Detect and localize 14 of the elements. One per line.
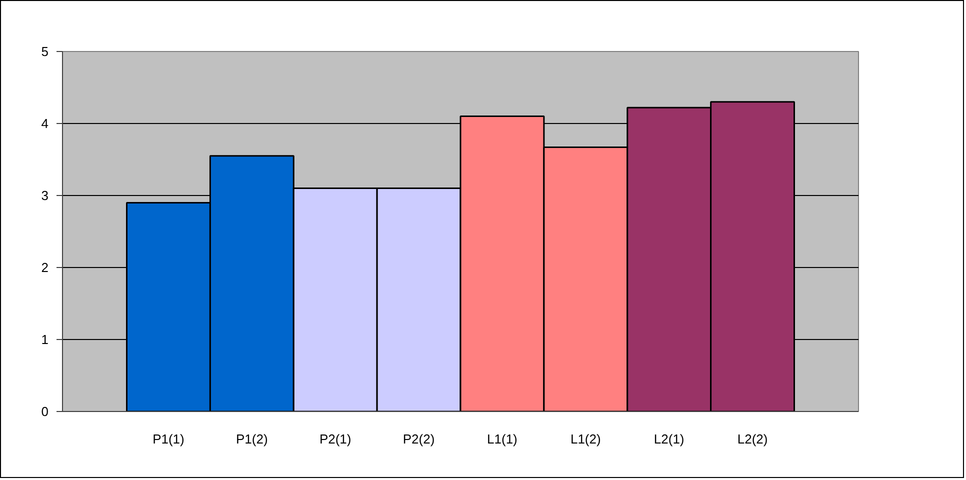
y-tick-label: 4	[41, 116, 49, 131]
x-tick-label: L1(2)	[570, 432, 601, 446]
x-tick-label: P2(2)	[402, 432, 435, 446]
x-tick-label: P2(1)	[319, 432, 352, 446]
x-tick-label: L2(1)	[654, 432, 684, 446]
x-tick-label: P1(1)	[152, 432, 184, 446]
x-tick-label: P1(2)	[236, 432, 268, 446]
x-tick-label: L1(1)	[487, 432, 518, 446]
y-tick-label: 3	[41, 188, 49, 203]
y-tick-label: 0	[41, 404, 49, 419]
y-tick-label: 1	[41, 332, 49, 347]
x-tick-label: L2(2)	[737, 432, 768, 446]
y-tick-label: 2	[41, 260, 49, 275]
y-tick-label: 5	[41, 44, 49, 59]
